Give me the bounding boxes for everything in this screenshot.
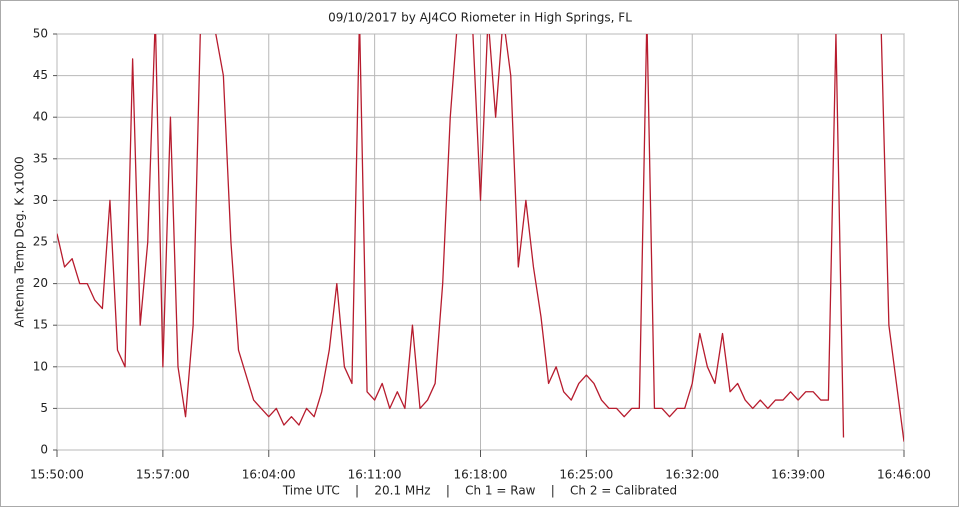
- y-tick-label: 5: [40, 401, 48, 415]
- x-tick-label: 16:25:00: [559, 468, 613, 482]
- x-tick-label: 16:11:00: [348, 468, 402, 482]
- y-tick-label: 10: [33, 359, 48, 373]
- x-tick-label: 16:39:00: [771, 468, 825, 482]
- y-tick-label: 40: [33, 110, 48, 124]
- footer: Time UTC | 20.1 MHz | Ch 1 = Raw | Ch 2 …: [282, 484, 677, 498]
- data-line: [57, 34, 904, 442]
- y-tick-label: 0: [40, 443, 48, 457]
- y-tick-label: 30: [33, 193, 48, 207]
- y-tick-label: 35: [33, 151, 48, 165]
- y-tick-label: 45: [33, 68, 48, 82]
- y-tick-label: 20: [33, 276, 48, 290]
- y-tick-label: 25: [33, 235, 48, 249]
- x-tick-label: 16:32:00: [665, 468, 719, 482]
- x-tick-label: 15:57:00: [136, 468, 190, 482]
- y-axis-label: Antenna Temp Deg. K x1000: [13, 156, 27, 327]
- x-tick-label: 15:50:00: [30, 468, 84, 482]
- x-tick-label: 16:46:00: [877, 468, 931, 482]
- y-tick-label: 15: [33, 318, 48, 332]
- x-tick-label: 16:04:00: [242, 468, 296, 482]
- chart-title: 09/10/2017 by AJ4CO Riometer in High Spr…: [328, 11, 632, 25]
- y-tick-label: 50: [33, 27, 48, 41]
- x-tick-label: 16:18:00: [454, 468, 508, 482]
